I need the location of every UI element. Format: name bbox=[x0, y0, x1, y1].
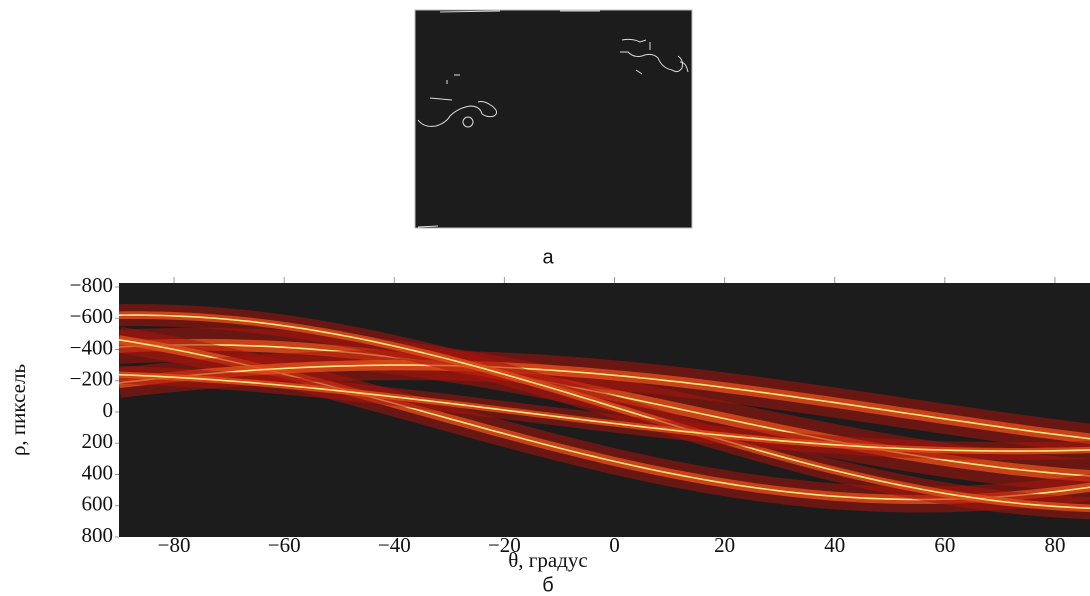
y-tick-label: 600 bbox=[82, 492, 114, 516]
y-tick-label: −400 bbox=[70, 335, 113, 359]
edge-image-frame bbox=[414, 9, 693, 229]
x-tick-label: 80 bbox=[1044, 533, 1065, 557]
plot-area bbox=[119, 283, 1090, 537]
x-tick-label: 0 bbox=[609, 533, 620, 557]
x-tick-label: −20 bbox=[488, 533, 521, 557]
y-tick-label: −200 bbox=[70, 367, 113, 391]
x-tick-label: 40 bbox=[824, 533, 845, 557]
x-axis-label: θ, градус bbox=[508, 548, 588, 572]
y-tick-label: 800 bbox=[82, 523, 114, 547]
y-tick-label: 0 bbox=[103, 398, 114, 422]
edge-image bbox=[414, 9, 693, 229]
x-tick-label: −80 bbox=[158, 533, 191, 557]
y-tick-label: −800 bbox=[70, 273, 113, 297]
hough-line bbox=[119, 373, 1090, 452]
y-tick-label: −600 bbox=[70, 304, 113, 328]
x-tick-label: 20 bbox=[714, 533, 735, 557]
x-tick-label: 60 bbox=[934, 533, 955, 557]
hough-line bbox=[119, 344, 1090, 477]
hough-line bbox=[119, 314, 1090, 510]
hough-line bbox=[119, 364, 1090, 440]
subtitle: б bbox=[542, 574, 553, 596]
panel-label: а bbox=[542, 246, 554, 268]
x-tick-label: −60 bbox=[268, 533, 301, 557]
y-axis-label: ρ, пиксель bbox=[6, 364, 30, 456]
x-tick-label: −40 bbox=[378, 533, 411, 557]
y-tick-label: 200 bbox=[82, 429, 114, 453]
edge-lines bbox=[417, 10, 689, 228]
y-tick-label: 400 bbox=[82, 460, 114, 484]
